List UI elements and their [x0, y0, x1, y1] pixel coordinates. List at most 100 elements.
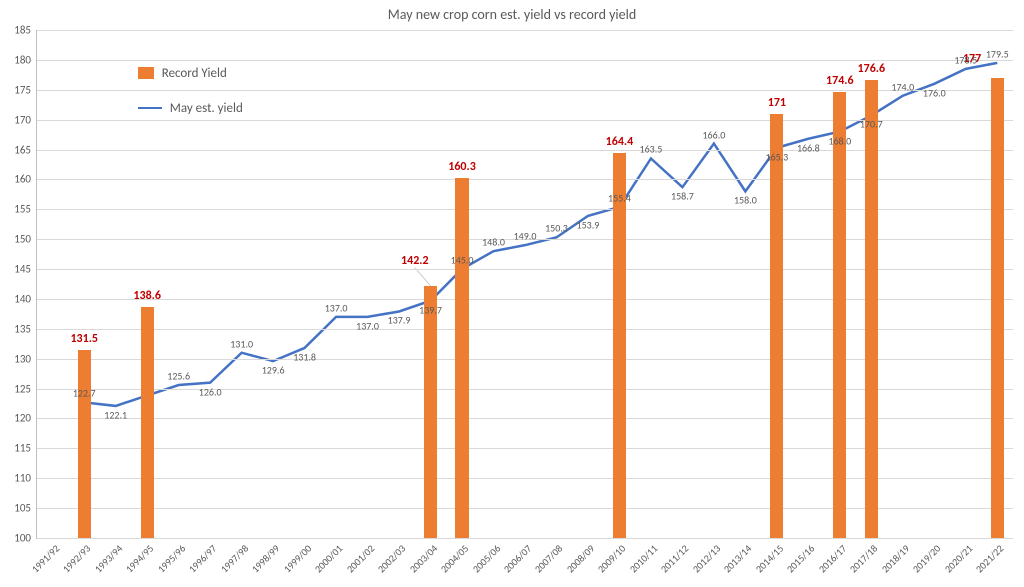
plot-area: Record YieldMay est. yield 1001051101151…	[36, 30, 1013, 539]
may-est-yield-label: 166.8	[797, 141, 820, 154]
x-tick-label: 1997/98	[217, 542, 250, 575]
may-est-yield-label: 170.7	[860, 118, 883, 131]
may-est-yield-label: 137.0	[325, 301, 348, 314]
x-tick-label: 2008/09	[564, 542, 597, 575]
legend-label: Record Yield	[162, 66, 227, 81]
x-tick-label: 2002/03	[375, 542, 408, 575]
x-tick-label: 2012/13	[690, 542, 723, 575]
record-yield-bar	[991, 78, 1004, 538]
x-tick-label: 2006/07	[501, 542, 534, 575]
may-est-yield-label: 131.8	[293, 351, 316, 364]
y-tick-label: 170	[14, 113, 31, 126]
record-yield-label: 138.6	[133, 289, 161, 303]
y-gridline	[37, 30, 1013, 31]
y-tick-label: 150	[14, 233, 31, 246]
chart-title: May new crop corn est. yield vs record y…	[0, 6, 1024, 23]
may-est-yield-label: 137.9	[388, 314, 411, 327]
x-tick-label: 2018/19	[879, 542, 912, 575]
y-tick-label: 165	[14, 143, 31, 156]
record-yield-bar	[613, 153, 626, 538]
x-tick-label: 2014/15	[753, 542, 786, 575]
y-tick-label: 155	[14, 203, 31, 216]
record-yield-bar	[770, 114, 783, 538]
may-est-yield-label: 158.0	[734, 194, 757, 207]
legend-item: May est. yield	[138, 101, 243, 116]
y-tick-label: 185	[14, 24, 31, 37]
y-tick-label: 125	[14, 382, 31, 395]
legend-swatch-bar-icon	[138, 67, 154, 79]
record-yield-bar	[833, 92, 846, 538]
may-est-yield-label: 137.0	[356, 319, 379, 332]
may-est-yield-label: 139.7	[419, 303, 442, 316]
y-tick-label: 115	[14, 442, 31, 455]
may-est-yield-label: 145.0	[451, 253, 474, 266]
x-tick-label: 2003/04	[406, 542, 439, 575]
may-est-yield-label: 148.0	[482, 236, 505, 249]
record-yield-bar	[141, 307, 154, 538]
legend: Record Yield May est. yield	[138, 66, 243, 136]
y-gridline	[37, 60, 1013, 61]
x-tick-label: 2001/02	[343, 542, 376, 575]
x-tick-label: 1995/96	[154, 542, 187, 575]
y-tick-label: 105	[14, 502, 31, 515]
x-tick-label: 2011/12	[658, 542, 691, 575]
y-tick-label: 110	[14, 472, 31, 485]
y-tick-label: 180	[14, 53, 31, 66]
may-est-yield-label: 126.0	[199, 385, 222, 398]
x-tick-label: 2009/10	[595, 542, 628, 575]
x-tick-label: 2000/01	[312, 542, 345, 575]
x-tick-label: 1992/93	[60, 542, 93, 575]
record-yield-label: 176.6	[858, 62, 886, 76]
y-tick-label: 160	[14, 173, 31, 186]
may-est-yield-label: 178.5	[954, 53, 977, 66]
x-tick-label: 2005/06	[469, 542, 502, 575]
record-yield-bar	[424, 286, 437, 538]
x-tick-label: 1996/97	[186, 542, 219, 575]
x-tick-label: 1999/00	[280, 542, 313, 575]
legend-swatch-line-icon	[138, 107, 162, 109]
may-est-yield-label: 179.5	[986, 47, 1009, 60]
x-tick-label: 2020/21	[942, 542, 975, 575]
may-est-yield-label: 129.6	[262, 364, 285, 377]
may-est-yield-label: 155.4	[608, 191, 631, 204]
record-yield-label: 171	[768, 96, 786, 110]
may-est-yield-label: 122.1	[104, 409, 127, 422]
record-yield-label: 174.6	[826, 74, 854, 88]
x-tick-label: 2013/14	[721, 542, 754, 575]
record-yield-bar	[865, 80, 878, 538]
may-est-yield-label: 165.3	[765, 150, 788, 163]
record-yield-label: 164.4	[606, 135, 634, 149]
x-tick-label: 2010/11	[627, 542, 660, 575]
record-yield-bar	[78, 350, 91, 538]
y-tick-label: 120	[14, 412, 31, 425]
record-yield-label: 142.2	[401, 254, 429, 268]
may-est-yield-label: 153.9	[577, 218, 600, 231]
legend-label: May est. yield	[170, 101, 243, 116]
record-yield-label: 160.3	[448, 160, 476, 174]
may-est-yield-label: 168.0	[828, 134, 851, 147]
x-tick-label: 1991/92	[28, 542, 61, 575]
y-tick-label: 140	[14, 292, 31, 305]
may-est-yield-label: 149.0	[514, 230, 537, 243]
may-est-yield-label: 122.7	[73, 387, 96, 400]
may-est-yield-label: 125.6	[167, 369, 190, 382]
record-yield-label: 131.5	[70, 332, 98, 346]
y-tick-label: 130	[14, 352, 31, 365]
x-tick-label: 1994/95	[123, 542, 156, 575]
x-tick-label: 2017/18	[847, 542, 880, 575]
y-tick-label: 175	[14, 83, 31, 96]
y-tick-label: 100	[14, 532, 31, 545]
may-est-yield-label: 163.5	[640, 143, 663, 156]
may-est-yield-label: 176.0	[923, 86, 946, 99]
x-tick-label: 2007/08	[532, 542, 565, 575]
may-est-yield-label: 166.0	[702, 128, 725, 141]
y-tick-label: 145	[14, 263, 31, 276]
may-est-yield-label: 150.3	[545, 222, 568, 235]
may-est-yield-label: 158.7	[671, 190, 694, 203]
x-tick-label: 2016/17	[816, 542, 849, 575]
chart-container: May new crop corn est. yield vs record y…	[0, 0, 1024, 587]
y-tick-label: 135	[14, 322, 31, 335]
x-tick-label: 1998/99	[249, 542, 282, 575]
x-tick-label: 2021/22	[973, 542, 1006, 575]
x-tick-label: 2004/05	[438, 542, 471, 575]
